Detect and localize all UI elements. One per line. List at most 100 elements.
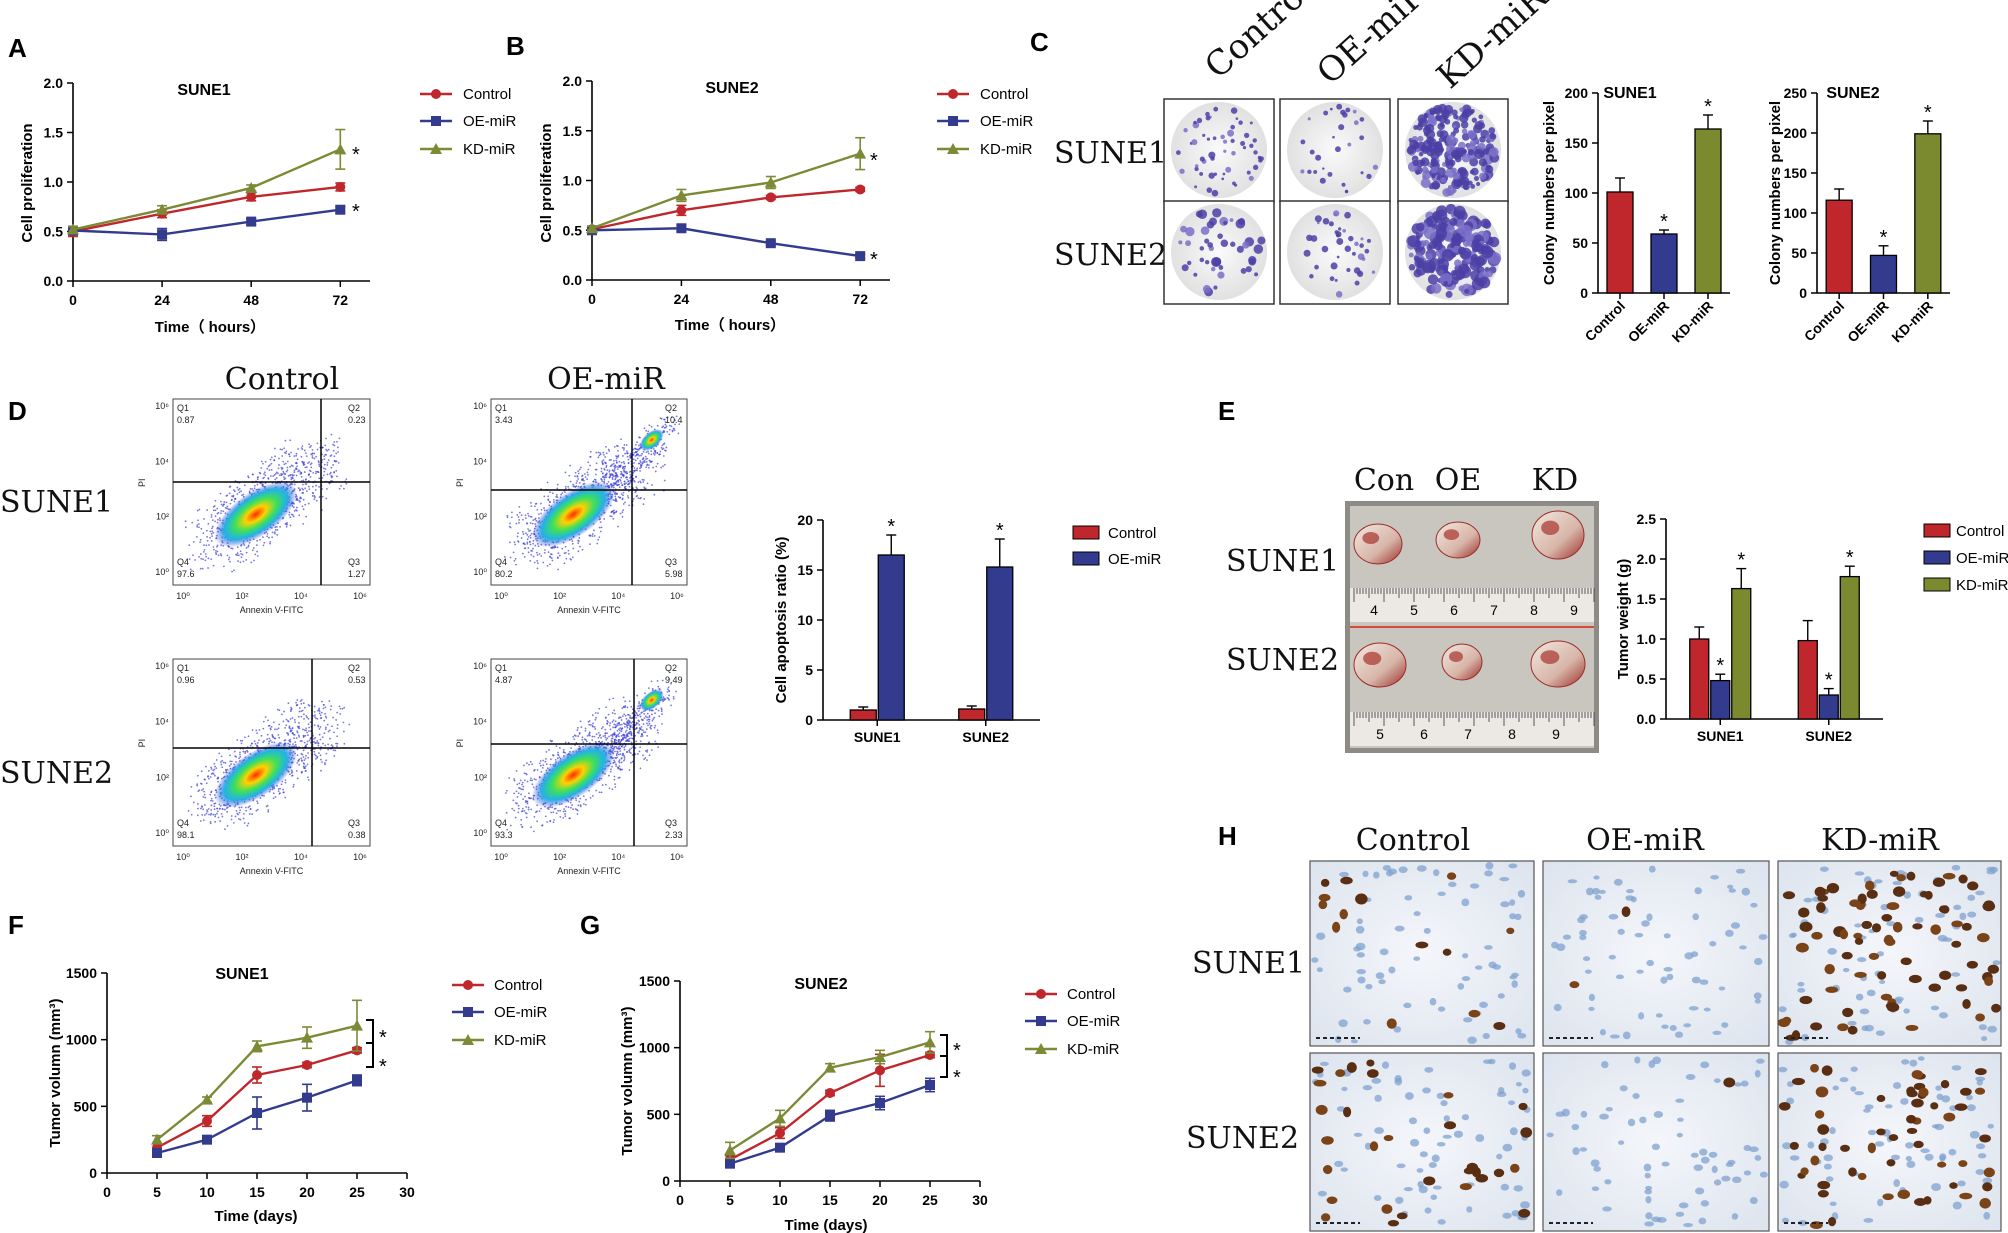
event [633,467,636,469]
chart-c1-ylabel: Colony numbers per pixel [1541,101,1558,285]
colony [1229,218,1234,223]
event [211,530,214,533]
event [619,750,622,752]
event [302,508,305,511]
event [618,486,621,489]
event [322,474,325,477]
plate-dish [1287,102,1383,198]
event [313,716,316,718]
quad-label: Q3 [348,557,360,567]
y-tick-label: 1.0 [563,173,583,189]
event [635,740,638,743]
event [256,539,259,542]
event [646,457,649,460]
colony [1445,290,1453,298]
event [295,701,298,704]
event [242,493,245,496]
event [339,707,342,710]
event [253,740,256,743]
event [211,535,214,538]
event [239,809,242,812]
event [631,754,634,756]
event [538,513,540,516]
event [560,493,562,496]
event [626,751,628,754]
event [523,764,525,767]
event [277,788,280,790]
event [275,526,278,528]
event [326,461,329,464]
event [323,455,326,458]
event [633,469,636,472]
event [648,722,651,725]
event [622,737,624,740]
event [628,769,631,771]
colony [1427,115,1437,124]
event [212,509,215,512]
panel-d-col-control: Control [225,362,339,397]
event [552,811,555,814]
event [343,487,345,490]
colony [1366,238,1371,243]
colony [1444,118,1451,125]
colony [1345,189,1349,193]
chart-a-ticks: 0.00.51.01.52.00 24 48 72 [44,75,349,308]
event [609,474,612,477]
event [668,424,671,427]
event [533,830,535,833]
event [611,484,614,487]
y-tick-label: 100 [1784,205,1808,221]
event [207,775,210,777]
quad-label: Q3 [665,557,677,567]
event [325,759,327,762]
event [615,492,618,495]
event [595,789,598,792]
event [614,720,617,723]
event [298,721,300,724]
event [631,720,634,723]
colony [1336,238,1344,245]
quad-label: Q1 [177,663,189,673]
event [256,476,259,479]
event [613,731,616,734]
event [515,790,518,793]
event [302,702,305,705]
point-oe [157,229,168,240]
colony-plates [1163,98,1509,305]
event [608,774,610,777]
event [591,735,594,738]
event [281,448,284,451]
event [288,725,291,728]
colony [1341,182,1346,187]
colony [1447,154,1453,160]
colony [1443,280,1449,286]
event [289,773,291,776]
event [239,561,242,564]
event [210,532,213,535]
point-kd [245,181,258,193]
event [624,725,626,728]
event [670,416,673,419]
point-control [855,184,866,195]
event [231,570,233,573]
colony [1238,120,1243,125]
event [614,491,617,494]
event [205,782,208,785]
event [278,723,281,726]
event [296,777,299,780]
event [292,514,294,516]
y-tick-label: 0.0 [44,273,64,289]
significance-star: * [1924,102,1932,124]
event [266,467,269,470]
event [198,526,200,529]
event [210,812,213,815]
event [299,500,301,503]
event [262,727,265,730]
event [300,740,303,742]
event [305,455,308,458]
event [307,756,310,759]
event [517,792,520,795]
event [600,526,603,529]
colony [1335,291,1343,298]
